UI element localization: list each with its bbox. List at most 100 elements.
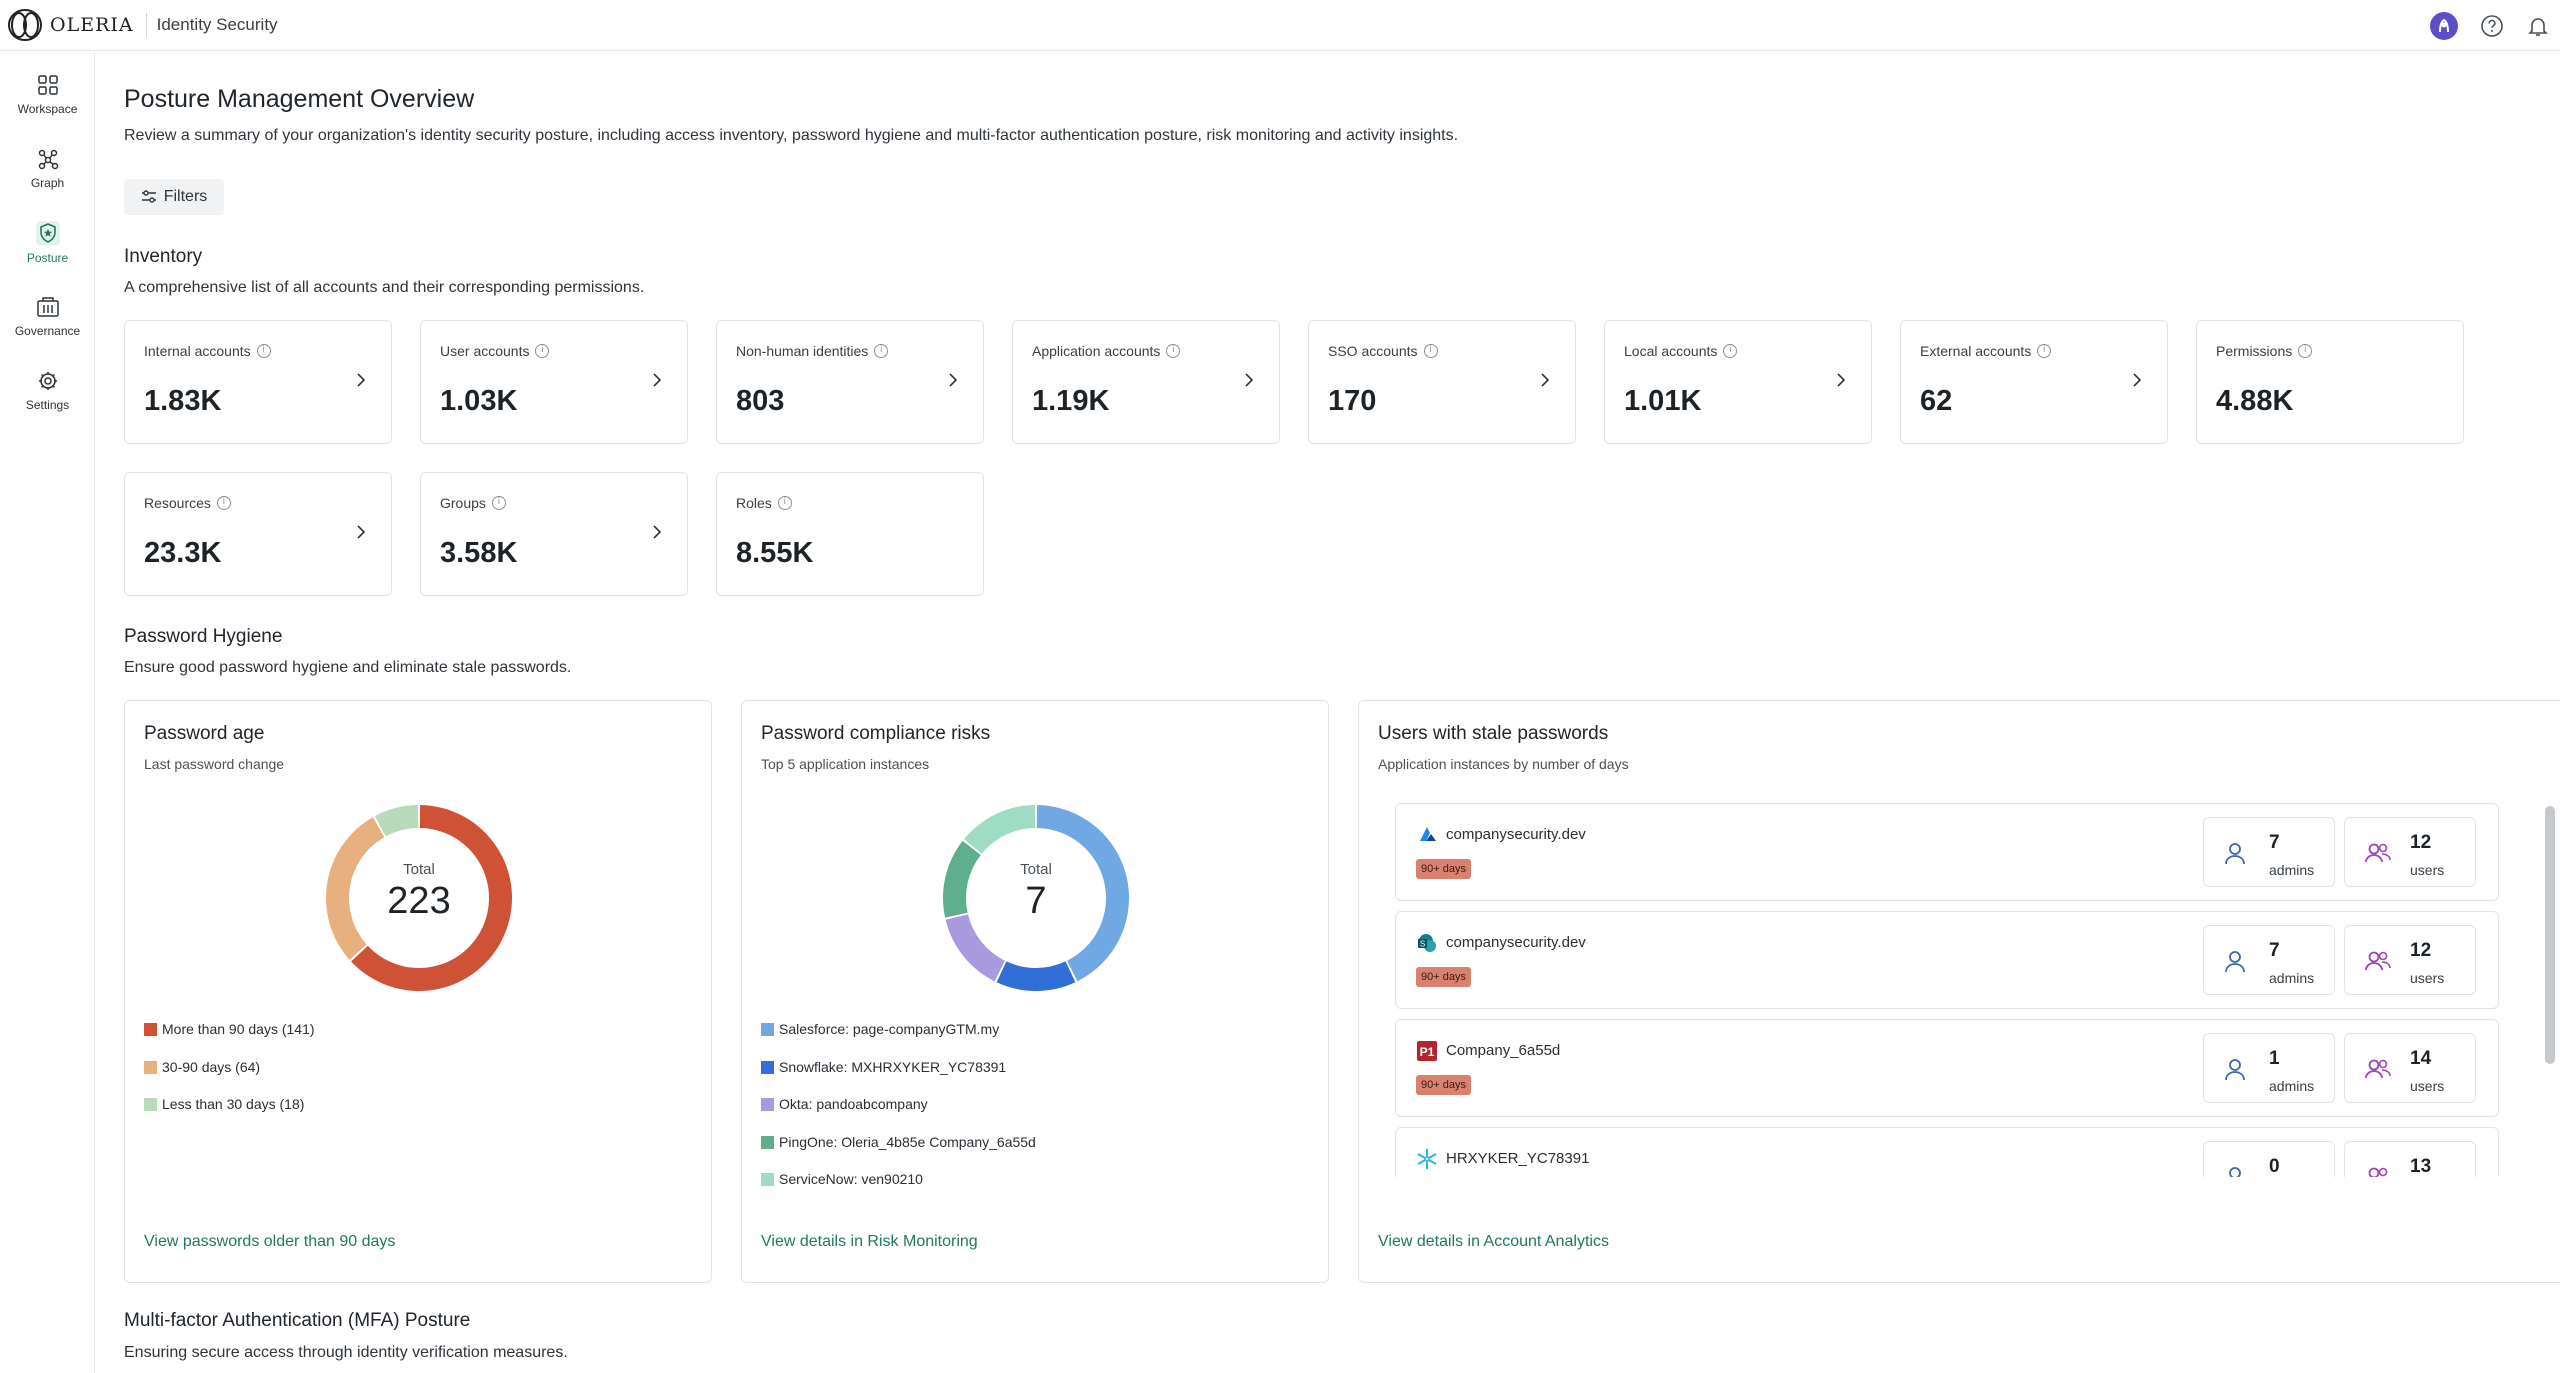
info-icon[interactable]: i [216, 496, 231, 510]
chevron-right-icon[interactable] [2131, 371, 2143, 389]
donut-slice[interactable] [326, 817, 385, 960]
sidebar-item-label: Governance [14, 324, 81, 338]
snowflake-icon [1417, 1149, 1437, 1169]
inventory-card[interactable]: Application accounts i 1.19K [1012, 320, 1280, 444]
svg-text:P1: P1 [1420, 1045, 1435, 1059]
donut-slice[interactable] [374, 805, 419, 837]
admins-count-box[interactable]: 7 admins [2203, 817, 2335, 887]
legend-label: Salesforce: page-companyGTM.my [779, 1021, 1000, 1037]
legend-item: 30-90 days (64) [144, 1059, 315, 1097]
admins-count-box[interactable]: 0admins [2203, 1141, 2335, 1177]
inventory-card[interactable]: Groups i 3.58K [420, 472, 688, 596]
chevron-right-icon[interactable] [355, 371, 367, 389]
info-icon[interactable]: i [2298, 344, 2313, 358]
building-icon [36, 297, 59, 317]
users-label: users [2410, 970, 2445, 986]
inventory-card[interactable]: User accounts i 1.03K [420, 320, 688, 444]
chevron-right-icon[interactable] [1835, 371, 1847, 389]
info-icon[interactable]: i [2037, 344, 2052, 358]
info-icon[interactable]: i [1423, 344, 1438, 358]
divider [145, 13, 147, 37]
donut-total-value: 223 [387, 880, 450, 922]
chevron-right-icon[interactable] [1539, 371, 1551, 389]
users-group-icon [2365, 951, 2391, 971]
donut-total-label: Total [1020, 861, 1052, 878]
admins-count-box[interactable]: 1 admins [2203, 1033, 2335, 1103]
chevron-right-icon[interactable] [651, 523, 663, 541]
donut-slice[interactable] [963, 805, 1036, 854]
inventory-card-value: 3.58K [440, 537, 518, 569]
admins-count-box[interactable]: 7 admins [2203, 925, 2335, 995]
inventory-card-value: 1.19K [1032, 385, 1110, 417]
inventory-title: Inventory [124, 246, 203, 267]
oleria-logo-icon [8, 9, 42, 41]
info-icon[interactable]: i [874, 344, 889, 358]
brand-name: OLERIA [50, 14, 134, 36]
info-icon[interactable]: i [491, 496, 506, 510]
inventory-card-label: Internal accounts i [144, 343, 271, 359]
sidebar-item-posture[interactable]: Posture [0, 206, 95, 280]
pingone-icon: P1 [1417, 1041, 1437, 1061]
stale-password-row[interactable]: HRXYKER_YC7839190+ days0admins13users [1395, 1127, 2499, 1177]
inventory-card[interactable]: Internal accounts i 1.83K [124, 320, 392, 444]
donut-slice[interactable] [1036, 805, 1129, 982]
inventory-card[interactable]: Resources i 23.3K [124, 472, 392, 596]
inventory-card-label: Roles i [736, 495, 792, 511]
users-count-box[interactable]: 12 users [2344, 817, 2476, 887]
admins-label: admins [2269, 1078, 2315, 1094]
info-icon[interactable]: i [777, 496, 792, 510]
help-icon[interactable] [2480, 14, 2504, 38]
legend-item: PingOne: Oleria_4b85e Company_6a55d [761, 1134, 1036, 1172]
filters-button[interactable]: Filters [124, 179, 224, 215]
inventory-card[interactable]: Local accounts i 1.01K [1604, 320, 1872, 444]
inventory-card-label-text: Permissions [2216, 343, 2293, 359]
age-badge: 90+ days [1416, 967, 1471, 987]
scrollbar-thumb[interactable] [2545, 806, 2555, 1064]
donut-slice[interactable] [996, 961, 1076, 991]
top-actions [2430, 0, 2560, 51]
stale-password-row[interactable]: companysecurity.dev 90+ days 7 admins 12 user… [1395, 803, 2499, 901]
inventory-card[interactable]: Non-human identities i 803 [716, 320, 984, 444]
inventory-card[interactable]: SSO accounts i 170 [1308, 320, 1576, 444]
donut-slice[interactable] [945, 914, 1005, 982]
chevron-right-icon[interactable] [1243, 371, 1255, 389]
avatar[interactable] [2430, 11, 2458, 40]
view-risk-monitoring-link[interactable]: View details in Risk Monitoring [761, 1233, 978, 1250]
info-icon[interactable]: i [1723, 344, 1738, 358]
info-icon[interactable]: i [256, 344, 271, 358]
chevron-right-icon[interactable] [947, 371, 959, 389]
sidebar-item-governance[interactable]: Governance [0, 280, 95, 354]
user-icon [2225, 843, 2245, 865]
users-count-box[interactable]: 14 users [2344, 1033, 2476, 1103]
inventory-card[interactable]: External accounts i 62 [1900, 320, 2168, 444]
donut-slice[interactable] [943, 840, 981, 918]
users-group-icon [2365, 843, 2391, 863]
scrollbar[interactable] [2543, 806, 2557, 1176]
chevron-right-icon[interactable] [355, 523, 367, 541]
shield-icon [35, 221, 60, 245]
users-count-box[interactable]: 12 users [2344, 925, 2476, 995]
info-icon[interactable]: i [1166, 344, 1181, 358]
stale-passwords-list[interactable]: companysecurity.dev 90+ days 7 admins 12 user… [1395, 803, 2499, 1177]
view-account-analytics-link[interactable]: View details in Account Analytics [1378, 1233, 1609, 1250]
chevron-right-icon[interactable] [651, 371, 663, 389]
stale-passwords-panel: Users with stale passwords Application i… [1358, 700, 2560, 1283]
users-count-box[interactable]: 13users [2344, 1141, 2476, 1177]
legend-label: ServiceNow: ven90210 [779, 1171, 923, 1187]
password-age-title: Password age [144, 723, 265, 744]
sidebar-item-settings[interactable]: Settings [0, 354, 95, 428]
sidebar-item-graph[interactable]: Graph [0, 132, 95, 206]
stale-password-row[interactable]: P1 Company_6a55d 90+ days 1 admins 14 users [1395, 1019, 2499, 1117]
donut-slice[interactable] [351, 805, 512, 991]
gear-icon [38, 372, 57, 390]
info-icon[interactable]: i [535, 344, 550, 358]
inventory-description: A comprehensive list of all accounts and… [124, 279, 645, 296]
inventory-card-label-text: Groups [440, 495, 486, 511]
brand-logo[interactable]: OLERIA [6, 8, 134, 42]
bell-icon[interactable] [2526, 14, 2550, 38]
legend-swatch [761, 1173, 774, 1186]
sidebar-item-workspace[interactable]: Workspace [0, 58, 95, 132]
view-old-passwords-link[interactable]: View passwords older than 90 days [144, 1233, 396, 1250]
inventory-card-value: 4.88K [2216, 385, 2294, 417]
